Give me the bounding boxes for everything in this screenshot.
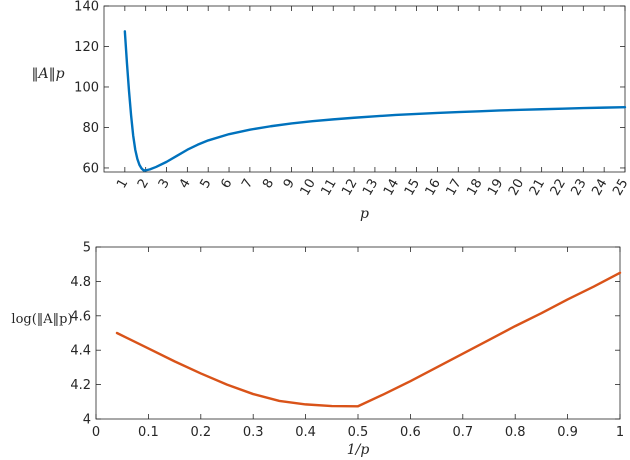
plot-area-box [103, 5, 626, 173]
series-line-0 [123, 30, 627, 172]
x-tick-label: 18 [464, 177, 485, 199]
x-tick-label: 25 [610, 177, 630, 199]
x-tick-label: 13 [360, 177, 381, 199]
x-tick-label: 19 [485, 176, 506, 198]
x-tick-label: 5 [198, 177, 215, 192]
x-tick-label: 0.5 [348, 425, 369, 440]
x-tick-label: 0.6 [400, 425, 421, 440]
x-tick-label: 0.2 [190, 425, 211, 440]
y-tick-label: 4.2 [70, 378, 91, 393]
x-tick-label: 0.3 [243, 425, 264, 440]
y-tick-label: 140 [74, 0, 99, 15]
plot-area-box [95, 246, 621, 420]
y-tick-label: 60 [82, 161, 99, 176]
x-tick-label: 9 [281, 177, 298, 192]
x-tick-label: 7 [239, 177, 256, 192]
x-tick-label: 0 [92, 425, 100, 440]
x-tick-label: 8 [260, 177, 277, 192]
x-tick-label: 11 [318, 177, 339, 199]
y-axis-label: log(‖A‖p) [11, 312, 72, 327]
y-axis-label: ‖A‖p [31, 66, 64, 82]
y-tick-label: 5 [83, 241, 91, 256]
y-tick-label: 4.4 [70, 344, 91, 359]
x-tick-label: 4 [177, 177, 194, 192]
x-tick-label: 23 [569, 177, 590, 199]
x-tick-label: 2 [135, 177, 152, 192]
x-tick-label: 0.7 [452, 425, 473, 440]
x-tick-label: 3 [156, 177, 173, 192]
y-tick-label: 4 [83, 413, 91, 428]
x-tick-label: 10 [298, 177, 319, 199]
x-tick-label: 24 [589, 177, 610, 199]
y-tick-label: 120 [74, 40, 99, 55]
x-tick-label: 0.1 [138, 425, 159, 440]
y-tick-label: 100 [74, 80, 99, 95]
x-tick-label: 1 [114, 177, 131, 192]
x-tick-label: 0.8 [505, 425, 526, 440]
x-tick-label: 17 [443, 177, 464, 199]
x-tick-label: 12 [339, 177, 360, 199]
x-tick-label: 20 [506, 177, 527, 199]
x-tick-label: 16 [423, 177, 444, 199]
x-axis-label: 1/p [347, 442, 370, 458]
y-tick-label: 4.6 [70, 309, 91, 324]
y-tick-label: 80 [82, 121, 99, 136]
x-tick-label: 22 [548, 177, 569, 199]
x-tick-label: 0.9 [557, 425, 578, 440]
x-tick-label: 21 [527, 177, 548, 199]
x-tick-label: 0.4 [295, 425, 316, 440]
series-line-0 [115, 271, 622, 408]
y-tick-label: 4.8 [70, 275, 91, 290]
x-tick-label: 14 [381, 177, 402, 199]
x-tick-label: 15 [402, 177, 423, 199]
x-axis-label: p [360, 206, 369, 222]
bottom-chart: 4 4.2 4.4 4.6 4.8 5 0 0.1 0.2 0.3 0.4 0.5 0.6 0.7 0.8 0… [11, 241, 624, 459]
x-tick-label: 1 [616, 425, 624, 440]
x-tick-label: 6 [218, 177, 235, 192]
